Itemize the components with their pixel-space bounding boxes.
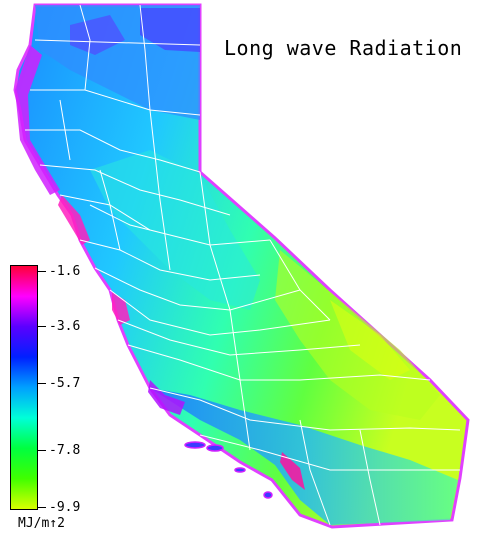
tick-label: -1.6 <box>49 263 81 279</box>
tick-label: -5.7 <box>49 375 81 391</box>
tick-label: -9.9 <box>49 499 81 515</box>
color-scale-bar <box>10 265 38 510</box>
tick-mark <box>38 449 46 451</box>
tick-mark <box>38 325 46 327</box>
legend-tick: -7.8 <box>38 442 81 458</box>
county-boundaries <box>25 4 461 526</box>
legend-tick: -3.6 <box>38 318 81 334</box>
tick-mark <box>38 506 46 508</box>
legend-tick: -5.7 <box>38 375 81 391</box>
legend-tick: -1.6 <box>38 263 81 279</box>
legend-units: MJ/m↑2 <box>18 516 65 531</box>
tick-mark <box>38 382 46 384</box>
legend-tick: -9.9 <box>38 499 81 515</box>
tick-mark <box>38 270 46 272</box>
channel-islands <box>184 441 273 499</box>
tick-label: -7.8 <box>49 442 81 458</box>
tick-label: -3.6 <box>49 318 81 334</box>
map-title: Long wave Radiation <box>224 36 463 60</box>
